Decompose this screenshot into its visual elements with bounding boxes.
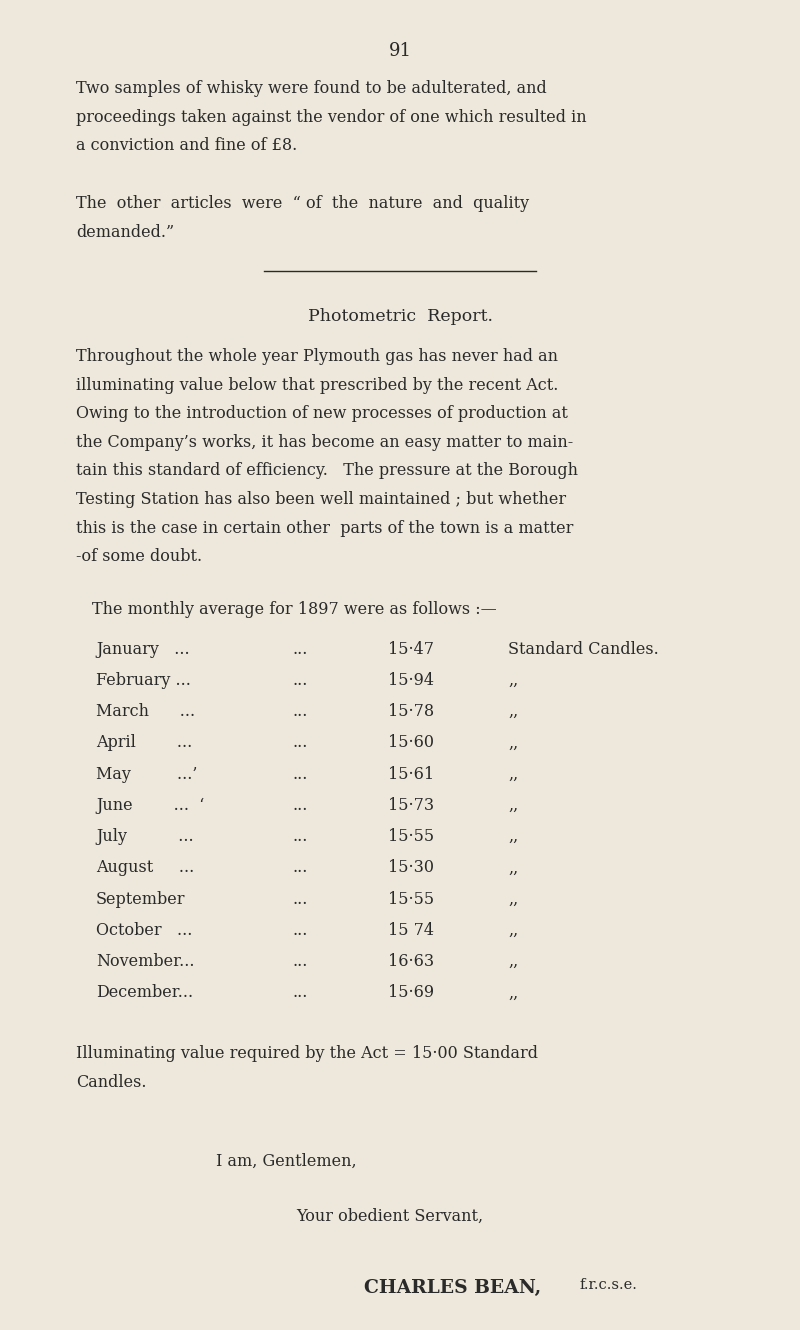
Text: 15·60: 15·60	[388, 734, 434, 751]
Text: ...: ...	[292, 922, 307, 939]
Text: ...: ...	[292, 954, 307, 970]
Text: ,,: ,,	[508, 672, 518, 689]
Text: ...: ...	[292, 829, 307, 845]
Text: 15 74: 15 74	[388, 922, 434, 939]
Text: 15·94: 15·94	[388, 672, 434, 689]
Text: demanded.”: demanded.”	[76, 223, 174, 241]
Text: February ...: February ...	[96, 672, 191, 689]
Text: October   ...: October ...	[96, 922, 192, 939]
Text: June        ...  ‘: June ... ‘	[96, 797, 204, 814]
Text: September: September	[96, 891, 186, 907]
Text: Owing to the introduction of new processes of production at: Owing to the introduction of new process…	[76, 406, 568, 422]
Text: Illuminating value required by the Act = 15·00 Standard: Illuminating value required by the Act =…	[76, 1045, 538, 1061]
Text: 91: 91	[389, 43, 411, 60]
Text: ...: ...	[292, 984, 307, 1001]
Text: ...: ...	[292, 891, 307, 907]
Text: ,,: ,,	[508, 704, 518, 720]
Text: f.r.c.s.e.: f.r.c.s.e.	[580, 1278, 638, 1291]
Text: I am, Gentlemen,: I am, Gentlemen,	[216, 1153, 357, 1169]
Text: November...: November...	[96, 954, 194, 970]
Text: 15·61: 15·61	[388, 766, 434, 782]
Text: ,,: ,,	[508, 829, 518, 845]
Text: ,,: ,,	[508, 922, 518, 939]
Text: proceedings taken against the vendor of one which resulted in: proceedings taken against the vendor of …	[76, 109, 586, 125]
Text: the Company’s works, it has become an easy matter to main­: the Company’s works, it has become an ea…	[76, 434, 574, 451]
Text: ,,: ,,	[508, 766, 518, 782]
Text: ...: ...	[292, 859, 307, 876]
Text: ...: ...	[292, 797, 307, 814]
Text: ...: ...	[292, 734, 307, 751]
Text: Standard Candles.: Standard Candles.	[508, 641, 658, 657]
Text: Photometric  Report.: Photometric Report.	[307, 309, 493, 325]
Text: March      ...: March ...	[96, 704, 195, 720]
Text: ,,: ,,	[508, 797, 518, 814]
Text: ...: ...	[292, 704, 307, 720]
Text: ­of some doubt.: ­of some doubt.	[76, 548, 202, 565]
Text: December...: December...	[96, 984, 193, 1001]
Text: 15·55: 15·55	[388, 829, 434, 845]
Text: ,,: ,,	[508, 954, 518, 970]
Text: 15·73: 15·73	[388, 797, 434, 814]
Text: Your obedient Servant,: Your obedient Servant,	[296, 1208, 483, 1225]
Text: The monthly average for 1897 were as follows :—: The monthly average for 1897 were as fol…	[92, 601, 497, 617]
Text: August     ...: August ...	[96, 859, 194, 876]
Text: 15·78: 15·78	[388, 704, 434, 720]
Text: April        ...: April ...	[96, 734, 192, 751]
Text: 16·63: 16·63	[388, 954, 434, 970]
Text: illuminating value below that prescribed by the recent Act.: illuminating value below that prescribed…	[76, 376, 558, 394]
Text: Candles.: Candles.	[76, 1073, 146, 1091]
Text: CHARLES BEAN,: CHARLES BEAN,	[364, 1279, 548, 1297]
Text: July          ...: July ...	[96, 829, 194, 845]
Text: 15·55: 15·55	[388, 891, 434, 907]
Text: 15·30: 15·30	[388, 859, 434, 876]
Text: ,,: ,,	[508, 891, 518, 907]
Text: January   ...: January ...	[96, 641, 190, 657]
Text: a conviction and fine of £8.: a conviction and fine of £8.	[76, 137, 298, 154]
Text: this is the case in certain other  parts of the town is a matter: this is the case in certain other parts …	[76, 520, 574, 536]
Text: ,,: ,,	[508, 734, 518, 751]
Text: Two samples of whisky were found to be adulterated, and: Two samples of whisky were found to be a…	[76, 80, 546, 97]
Text: ,,: ,,	[508, 859, 518, 876]
Text: May         ...’: May ...’	[96, 766, 198, 782]
Text: ...: ...	[292, 672, 307, 689]
Text: tain this standard of efficiency.   The pressure at the Borough: tain this standard of efficiency. The pr…	[76, 463, 578, 479]
Text: Throughout the whole year Plymouth gas has never had an: Throughout the whole year Plymouth gas h…	[76, 348, 558, 364]
Text: ...: ...	[292, 766, 307, 782]
Text: ...: ...	[292, 641, 307, 657]
Text: 15·69: 15·69	[388, 984, 434, 1001]
Text: The  other  articles  were  “ of  the  nature  and  quality: The other articles were “ of the nature …	[76, 196, 529, 211]
Text: Testing Station has also been well maintained ; but whether: Testing Station has also been well maint…	[76, 491, 566, 508]
Text: 15·47: 15·47	[388, 641, 434, 657]
Text: ,,: ,,	[508, 984, 518, 1001]
